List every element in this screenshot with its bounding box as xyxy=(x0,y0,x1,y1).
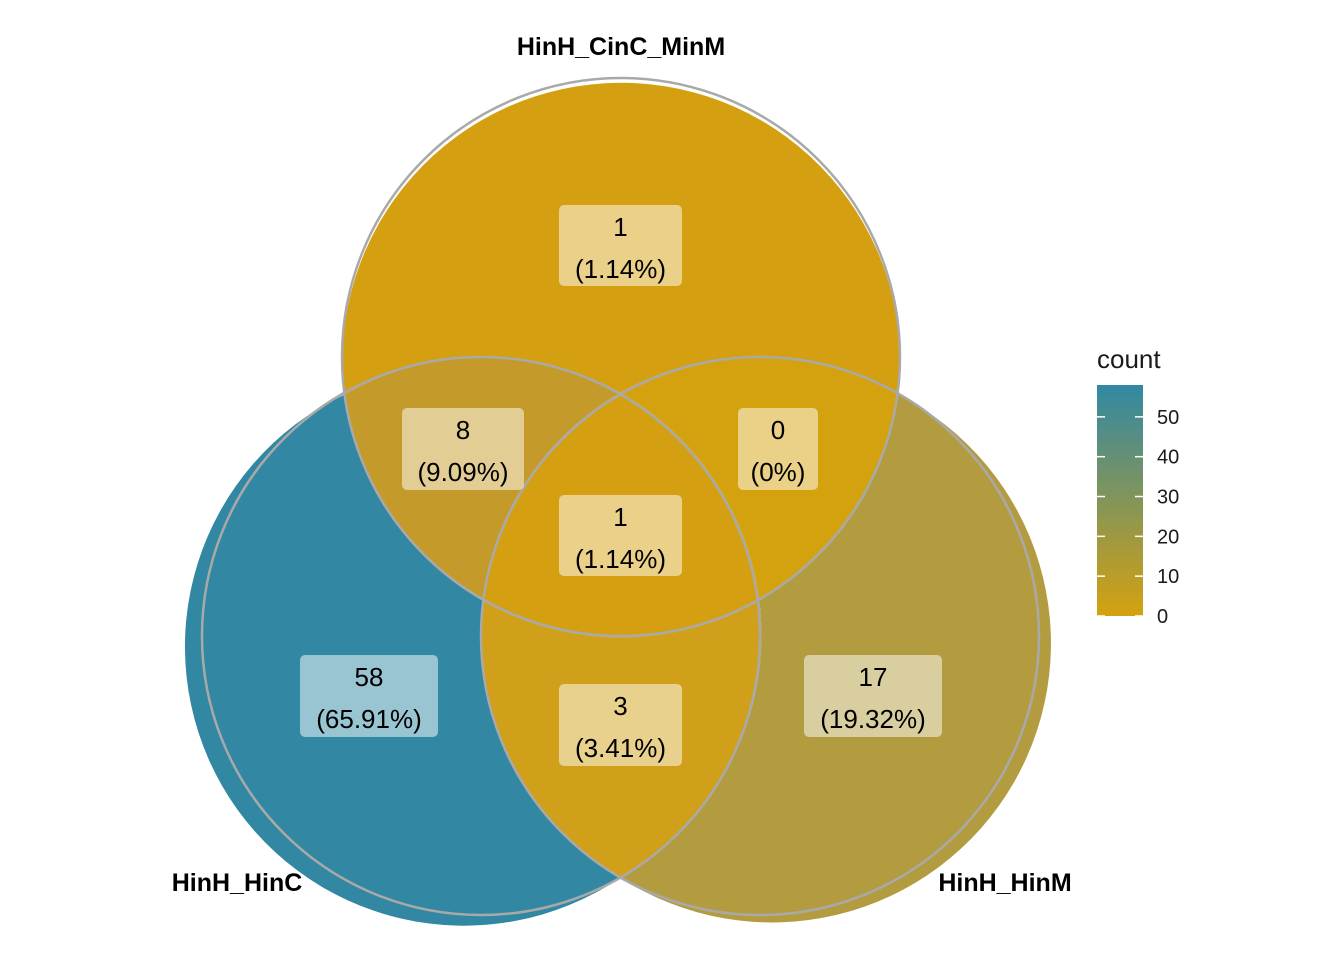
set-labels: HinH_CinC_MinM HinH_HinC HinH_HinM xyxy=(172,33,1072,897)
legend-tick-label: 50 xyxy=(1157,407,1179,429)
region-label-bc: 0 (0%) xyxy=(738,408,818,490)
region-labels: 1 (1.14%) 8 (9.09%) 0 (0%) 1 (1.14%) 58 … xyxy=(300,205,942,766)
region-label-box xyxy=(738,408,818,490)
region-count: 17 xyxy=(859,662,888,692)
region-label-a-only: 58 (65.91%) xyxy=(300,655,438,737)
region-label-box xyxy=(804,655,942,737)
circle-outlines xyxy=(200,76,1041,917)
region-percent: (19.32%) xyxy=(820,704,926,734)
set-label-hinh-hinc: HinH_HinC xyxy=(172,869,303,897)
circle-outline-hinh-hinm xyxy=(479,355,1041,917)
region-percent: (65.91%) xyxy=(316,704,422,734)
region-percent: (1.14%) xyxy=(575,254,666,284)
region-label-box xyxy=(559,495,682,576)
region-percent: (0%) xyxy=(751,457,806,487)
region-count: 8 xyxy=(456,415,470,445)
region-count: 0 xyxy=(771,415,785,445)
region-label-box xyxy=(300,655,438,737)
region-label-b-only: 1 (1.14%) xyxy=(559,205,682,286)
region-percent: (9.09%) xyxy=(417,457,508,487)
legend-tick-label: 40 xyxy=(1157,447,1179,469)
circle-outline-hinh-cinc-minm xyxy=(340,76,902,638)
region-label-box xyxy=(559,205,682,286)
region-label-box xyxy=(559,684,682,766)
region-percent: (1.14%) xyxy=(575,544,666,574)
set-label-hinh-hinm: HinH_HinM xyxy=(938,869,1071,897)
legend-colorbar xyxy=(1097,385,1143,616)
legend-tick-label: 30 xyxy=(1157,487,1179,509)
region-percent: (3.41%) xyxy=(575,733,666,763)
region-label-c-only: 17 (19.32%) xyxy=(804,655,942,737)
legend-title: count xyxy=(1097,344,1161,374)
legend-ticks: 50 40 30 20 10 0 xyxy=(1097,407,1179,628)
circle-outline-hinh-hinc xyxy=(200,355,762,917)
legend-tick-label: 10 xyxy=(1157,566,1179,588)
region-label-ab: 8 (9.09%) xyxy=(402,408,524,490)
region-count: 58 xyxy=(355,662,384,692)
set-label-hinh-cinc-minm: HinH_CinC_MinM xyxy=(517,33,725,61)
region-label-box xyxy=(402,408,524,490)
region-label-ac: 3 (3.41%) xyxy=(559,684,682,766)
legend-tick-label: 20 xyxy=(1157,526,1179,548)
region-count: 1 xyxy=(613,212,627,242)
color-legend: count 50 40 30 20 10 0 xyxy=(1097,344,1179,628)
legend-tick-label: 0 xyxy=(1157,606,1168,628)
region-label-abc: 1 (1.14%) xyxy=(559,495,682,576)
region-count: 1 xyxy=(613,502,627,532)
region-count: 3 xyxy=(613,691,627,721)
